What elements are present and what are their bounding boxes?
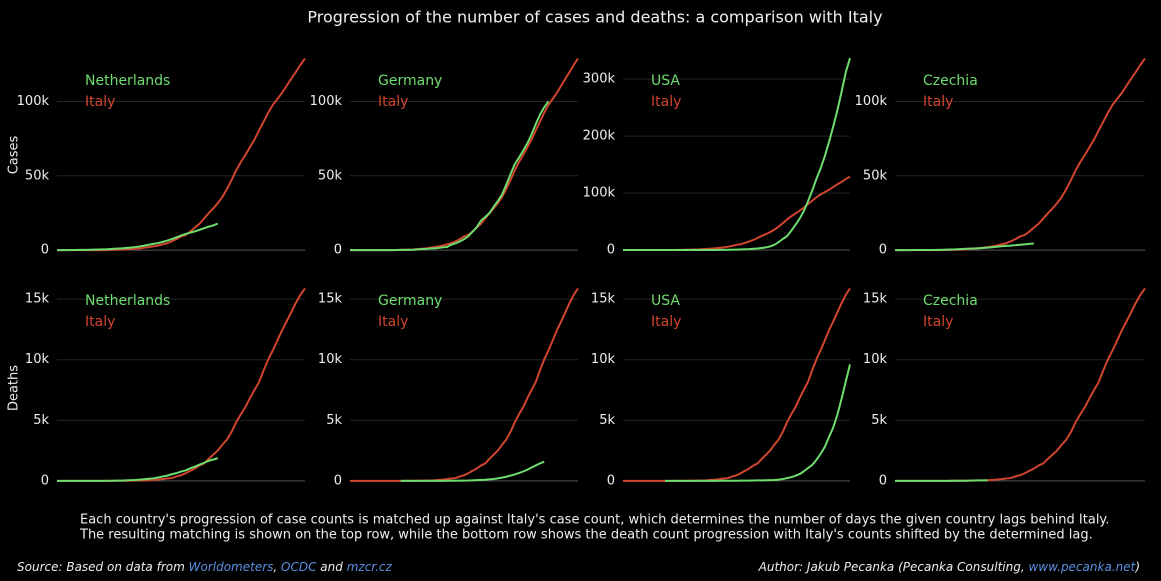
y-tick-label: 15k — [591, 292, 616, 307]
y-tick-label: 100k — [310, 94, 343, 109]
caption: Each country's progression of case count… — [80, 513, 1109, 528]
legend-label: Italy — [923, 314, 953, 330]
link[interactable]: OCDC — [281, 560, 317, 574]
y-tick-label: 5k — [871, 413, 887, 428]
text-part: and — [316, 560, 346, 574]
line — [894, 242, 1034, 252]
y-tick-label: 15k — [318, 292, 343, 307]
y-tick-label: 5k — [599, 413, 615, 428]
legend-label: Italy — [85, 94, 115, 110]
line — [665, 364, 851, 482]
link[interactable]: www.pecanka.net — [1028, 560, 1136, 574]
legend-label: Italy — [651, 314, 681, 330]
legend-label: USA — [651, 293, 680, 309]
y-axis-label: Cases — [7, 135, 22, 174]
text-part: ) — [1134, 560, 1140, 574]
source: Source: Based on data from Worldometers,… — [17, 560, 393, 574]
y-tick-label: 50k — [863, 168, 888, 183]
y-tick-label: 200k — [583, 129, 616, 144]
legend-label: Italy — [651, 94, 681, 110]
legend-label: Italy — [378, 94, 408, 110]
legend-label: Netherlands — [85, 73, 170, 89]
y-tick-label: 10k — [863, 352, 888, 367]
y-tick-label: 0 — [334, 243, 342, 258]
y-axis-label: Deaths — [7, 365, 22, 411]
y-tick-label: 0 — [41, 473, 49, 488]
line — [350, 100, 550, 252]
y-tick-label: 5k — [33, 413, 49, 428]
title: Progression of the number of cases and d… — [307, 8, 882, 27]
line — [623, 57, 851, 252]
legend-label: Italy — [85, 314, 115, 330]
author: Author: Jakub Pecanka (Pecanka Consultin… — [758, 560, 1140, 574]
y-tick-label: 100k — [583, 186, 616, 201]
y-tick-label: 15k — [25, 292, 50, 307]
y-tick-label: 0 — [879, 243, 887, 258]
y-tick-label: 5k — [326, 413, 342, 428]
y-tick-label: 50k — [318, 168, 343, 183]
y-tick-label: 50k — [25, 168, 50, 183]
y-tick-label: 300k — [583, 72, 616, 87]
y-tick-label: 10k — [25, 352, 50, 367]
line — [400, 460, 545, 482]
line — [57, 457, 218, 482]
legend-label: USA — [651, 73, 680, 89]
y-tick-label: 15k — [863, 292, 888, 307]
y-tick-label: 0 — [334, 473, 342, 488]
link[interactable]: mzcr.cz — [347, 560, 393, 574]
legend-label: Italy — [378, 314, 408, 330]
y-tick-label: 0 — [879, 473, 887, 488]
y-tick-label: 10k — [591, 352, 616, 367]
y-tick-label: 10k — [318, 352, 343, 367]
text-part: Source: Based on data from — [17, 560, 189, 574]
caption: The resulting matching is shown on the t… — [79, 528, 1093, 543]
legend-label: Netherlands — [85, 293, 170, 309]
line — [895, 479, 988, 482]
legend-label: Italy — [923, 94, 953, 110]
legend-label: Czechia — [923, 73, 978, 89]
line — [623, 287, 851, 482]
y-tick-label: 100k — [855, 94, 888, 109]
line — [350, 287, 579, 482]
link[interactable]: Worldometers — [189, 560, 274, 574]
y-tick-label: 100k — [17, 94, 50, 109]
legend-label: Germany — [378, 293, 442, 309]
y-tick-label: 0 — [607, 473, 615, 488]
line — [56, 222, 219, 252]
text-part: , — [273, 560, 281, 574]
text-part: Author: Jakub Pecanka (Pecanka Consultin… — [758, 560, 1029, 574]
y-tick-label: 0 — [41, 243, 49, 258]
legend-label: Germany — [378, 73, 442, 89]
legend-label: Czechia — [923, 293, 978, 309]
y-tick-label: 0 — [607, 243, 615, 258]
